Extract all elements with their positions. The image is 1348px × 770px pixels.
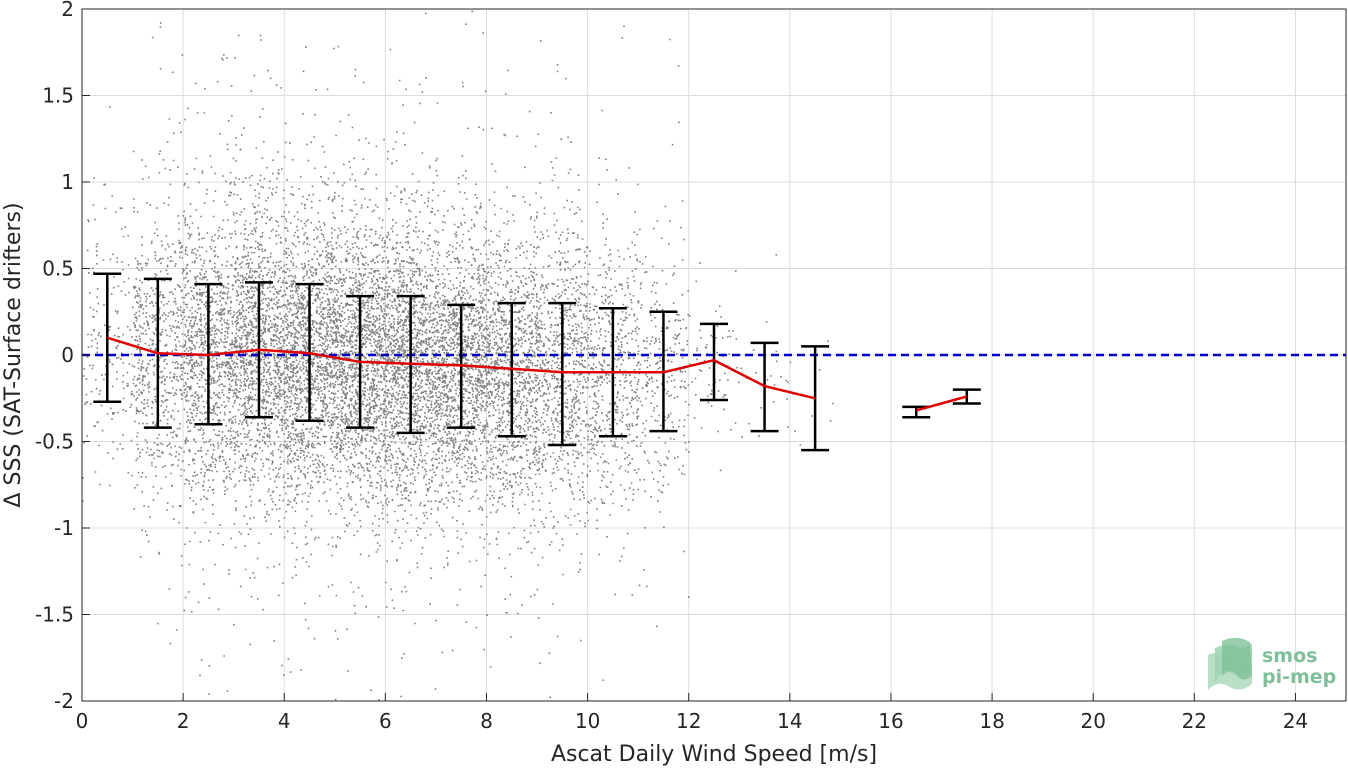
x-axis-label: Ascat Daily Wind Speed [m/s] <box>551 742 877 767</box>
y-tick-label: 1 <box>61 170 74 194</box>
x-tick-label: 20 <box>1080 709 1105 733</box>
x-axis-ticks: 0 2 4 6 8 10 12 14 16 18 20 22 24 <box>76 693 1308 733</box>
y-tick-label: 0 <box>61 343 74 367</box>
logo-wave-icon <box>1208 637 1252 690</box>
x-tick-label: 2 <box>177 709 190 733</box>
x-tick-label: 22 <box>1182 709 1207 733</box>
mean-line <box>106 336 968 412</box>
x-tick-label: 24 <box>1283 709 1308 733</box>
y-axis-ticks: -2 -1.5 -1 -0.5 0 0.5 1 1.5 2 <box>35 0 90 713</box>
mean-line-segment <box>915 395 968 412</box>
y-tick-label: -0.5 <box>35 430 74 454</box>
x-tick-label: 10 <box>575 709 600 733</box>
scatter-point-cloud <box>82 10 834 701</box>
x-tick-label: 16 <box>878 709 903 733</box>
y-tick-label: 1.5 <box>42 84 74 108</box>
x-tick-label: 4 <box>278 709 291 733</box>
y-tick-label: 2 <box>61 0 74 21</box>
y-tick-label: -1.5 <box>35 603 74 627</box>
logo-text-smos: smos <box>1262 645 1317 667</box>
x-tick-label: 18 <box>979 709 1004 733</box>
error-bar <box>548 301 577 447</box>
y-tick-label: 0.5 <box>42 257 74 281</box>
logo-text-pimep: pi-mep <box>1262 666 1336 688</box>
mean-line-segment <box>106 336 816 400</box>
error-bar <box>93 272 122 403</box>
x-tick-label: 6 <box>379 709 392 733</box>
smos-pimep-logo: smos pi-mep <box>1208 637 1336 690</box>
x-tick-label: 0 <box>76 709 89 733</box>
y-tick-label: -2 <box>54 689 74 713</box>
y-tick-label: -1 <box>54 516 74 540</box>
error-bar <box>700 322 728 402</box>
x-tick-label: 12 <box>676 709 701 733</box>
error-bar <box>801 345 830 452</box>
scatter-points <box>82 10 834 701</box>
y-axis-label: Δ SSS (SAT-Surface drifters) <box>1 202 26 507</box>
x-tick-label: 8 <box>480 709 493 733</box>
x-tick-label: 14 <box>777 709 802 733</box>
